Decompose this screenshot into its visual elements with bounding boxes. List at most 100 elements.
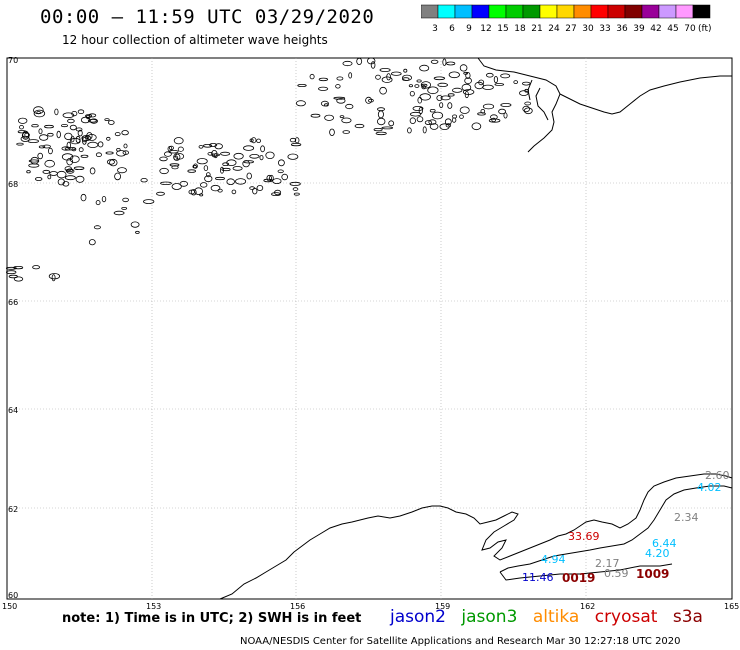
color-scale-label: 36 [616, 24, 628, 34]
ice-contour [513, 80, 518, 84]
pass-label: 0019 [562, 571, 595, 585]
ice-contour [64, 146, 76, 151]
ice-contour [199, 182, 208, 188]
ice-contour [143, 199, 155, 205]
ice-contour [97, 141, 104, 148]
ice-contour [122, 150, 129, 155]
lon-label: 156 [290, 602, 305, 611]
ice-contour [67, 118, 75, 124]
ice-contour [379, 86, 387, 95]
ice-contour [66, 157, 73, 166]
ice-contour [474, 81, 484, 90]
color-scale-label: 18 [514, 24, 526, 34]
ice-contour [106, 159, 115, 165]
ice-contour [409, 90, 415, 97]
swh-value: 4.20 [645, 547, 670, 560]
ice-contour [342, 130, 350, 134]
ice-contour [24, 132, 30, 137]
ice-contour [482, 103, 495, 110]
ice-contour [56, 130, 61, 139]
footer-note: note: 1) Time is in UTC; 2) SWH is in fe… [62, 611, 362, 626]
ice-contour [49, 171, 58, 176]
ice-contour [122, 197, 129, 203]
ice-contour [13, 276, 24, 282]
swh-value: 2.60 [705, 469, 730, 482]
lat-label: 70 [8, 56, 18, 65]
ice-contour [196, 158, 208, 165]
pass-label: 1009 [636, 567, 669, 581]
lat-label: 64 [8, 406, 18, 415]
ice-contour [78, 147, 84, 153]
ice-contour [89, 118, 99, 124]
ice-contour [69, 137, 81, 145]
ice-contour [459, 106, 470, 114]
ice-contour [324, 114, 335, 121]
lon-label: 165 [724, 602, 739, 611]
ice-contour [500, 103, 512, 108]
ice-contour [17, 130, 27, 134]
ice-contour [445, 123, 452, 128]
ice-contour [407, 127, 412, 134]
ice-contour [336, 98, 346, 104]
ice-contour [95, 152, 102, 158]
ice-contour [39, 134, 49, 141]
ice-contour [130, 221, 140, 228]
ice-contour [135, 230, 140, 234]
ice-contour [498, 108, 507, 115]
ice-contour [493, 76, 498, 84]
ice-contour [82, 136, 87, 145]
ice-contour [348, 72, 353, 79]
ice-contour [442, 58, 447, 66]
ice-contour [249, 154, 260, 159]
ice-contour [317, 86, 329, 91]
ice-contour [156, 191, 165, 196]
ice-contour [274, 189, 282, 196]
ice-contour [401, 74, 412, 81]
ice-contour [367, 57, 376, 65]
ice-contour [220, 151, 231, 156]
ice-contour [464, 77, 472, 84]
satellite-legend: jason2 jason3 altika cryosat s3a [390, 607, 713, 627]
ice-contour [104, 118, 110, 121]
color-scale-label: 3 [432, 24, 438, 34]
ice-contour [519, 90, 529, 96]
ice-contour [367, 98, 374, 103]
ice-contour [287, 153, 299, 160]
color-scale-unit: (ft) [698, 24, 712, 34]
ice-contour [485, 72, 494, 78]
ice-contour [56, 170, 67, 179]
ice-contour [491, 117, 497, 123]
chart-subtitle: 12 hour collection of altimeter wave hei… [62, 33, 328, 47]
ice-contour [86, 132, 93, 140]
color-scale-label: 24 [548, 24, 560, 34]
ice-contour [523, 107, 533, 115]
ice-contour [381, 126, 394, 130]
ice-contour [292, 187, 299, 191]
ice-contour [48, 273, 61, 280]
ice-contour [451, 117, 457, 123]
ice-contour [439, 102, 444, 108]
ice-contour [211, 153, 221, 157]
ice-contour [121, 206, 128, 210]
ice-contour [452, 114, 458, 119]
ice-contour [232, 166, 243, 171]
color-scale-label: 21 [531, 24, 542, 34]
ice-contour [461, 83, 472, 92]
ice-contour [429, 108, 436, 113]
ice-contour [500, 73, 511, 79]
ice-contour [214, 176, 225, 181]
ice-contour [375, 131, 387, 136]
ice-contour [421, 85, 427, 90]
ice-contour [121, 130, 129, 136]
ice-contour [108, 120, 115, 125]
satellite-altika: altika [532, 607, 580, 627]
ice-contour [324, 103, 329, 107]
ice-contour [365, 96, 373, 104]
color-swatch [692, 4, 711, 19]
ice-contour [163, 151, 172, 157]
coastline-south [219, 473, 733, 600]
ice-contour [85, 114, 93, 118]
ice-contour [433, 76, 446, 81]
color-scale-legend: 3 6 9 12 15 18 21 24 27 30 33 36 39 42 45 70 (ft) [421, 4, 712, 34]
ice-contour [373, 128, 383, 132]
